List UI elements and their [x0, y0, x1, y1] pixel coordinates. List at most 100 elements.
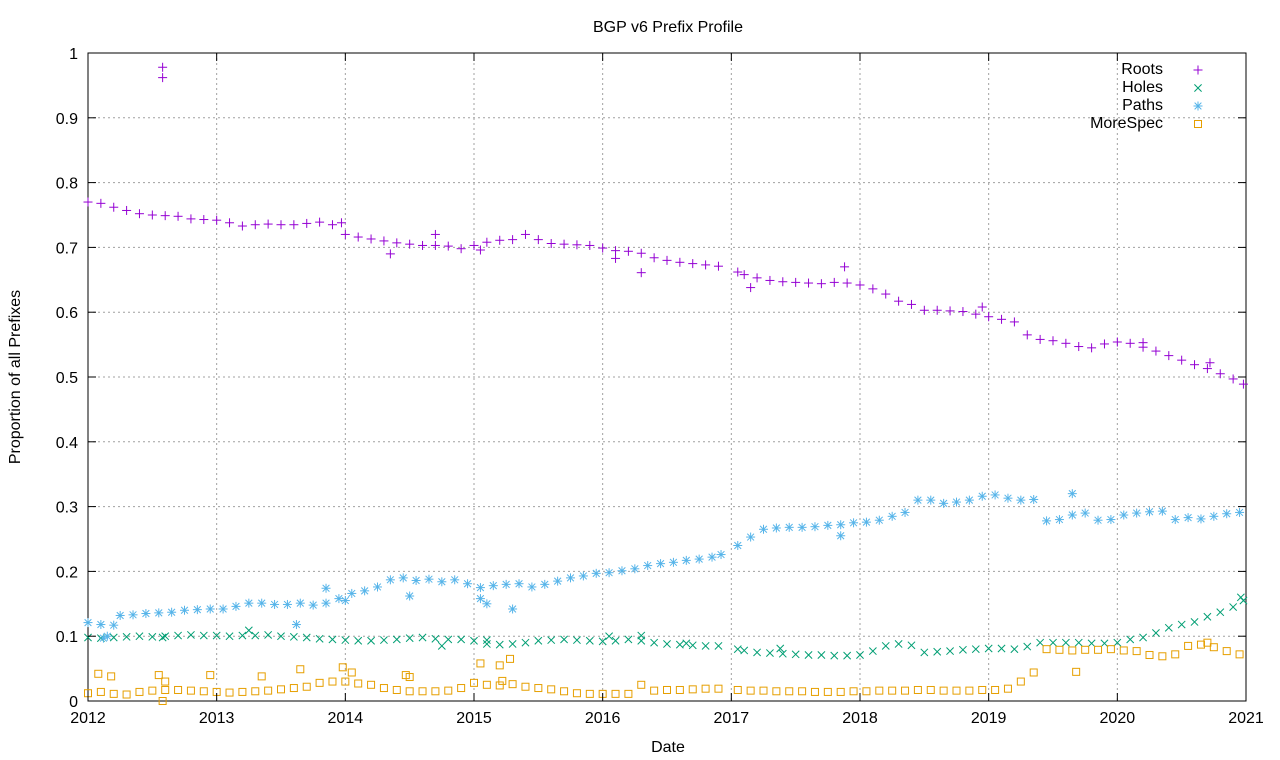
data-point-morespec — [926, 685, 935, 694]
data-point-morespec — [650, 686, 659, 695]
series-holes — [84, 593, 1248, 660]
data-point-holes — [315, 634, 324, 643]
data-point-holes — [611, 636, 620, 645]
data-point-roots — [559, 239, 569, 249]
data-point-paths — [746, 532, 756, 542]
data-point-morespec — [379, 684, 388, 693]
data-point-morespec — [199, 687, 208, 696]
data-point-roots — [906, 299, 916, 309]
data-point-holes — [186, 630, 195, 639]
data-point-morespec — [206, 671, 215, 680]
data-point-paths — [360, 586, 370, 596]
data-point-holes — [1049, 638, 1057, 647]
data-point-holes — [1100, 639, 1109, 648]
data-point-morespec — [277, 685, 285, 694]
data-point-roots — [1074, 342, 1084, 352]
data-point-holes — [778, 649, 787, 658]
data-point-holes — [585, 636, 594, 645]
y-tick-label: 0.3 — [56, 500, 78, 517]
data-point-morespec — [862, 687, 871, 696]
data-point-holes — [637, 631, 646, 640]
data-point-roots — [212, 215, 222, 225]
data-point-holes — [907, 641, 916, 650]
data-point-paths — [887, 511, 897, 521]
data-point-roots — [158, 73, 168, 83]
data-point-holes — [109, 633, 118, 642]
data-point-roots — [1151, 346, 1161, 356]
data-point-paths — [1067, 510, 1077, 520]
data-point-roots — [109, 202, 119, 212]
data-point-paths — [836, 520, 846, 530]
data-point-holes — [804, 651, 813, 659]
data-point-morespec — [109, 689, 118, 698]
data-point-roots — [958, 307, 968, 317]
data-point-morespec — [328, 677, 337, 686]
data-point-morespec — [849, 687, 858, 696]
series-morespec — [84, 638, 1244, 705]
data-point-holes — [868, 647, 877, 656]
data-point-holes — [714, 641, 723, 650]
data-point-roots — [469, 240, 479, 250]
data-point-holes — [881, 641, 890, 650]
data-point-holes — [740, 646, 749, 655]
data-point-roots — [1099, 339, 1109, 349]
data-point-roots — [977, 302, 987, 312]
data-point-paths — [617, 566, 627, 576]
data-point-roots — [418, 240, 428, 250]
data-point-roots — [263, 219, 273, 229]
data-point-holes — [650, 638, 659, 647]
data-point-morespec — [772, 687, 781, 696]
data-point-paths — [282, 599, 292, 609]
data-point-roots — [739, 270, 749, 280]
x-tick-label: 2018 — [842, 710, 878, 727]
data-point-roots — [405, 239, 415, 249]
data-point-roots — [713, 261, 723, 271]
data-point-morespec — [965, 686, 974, 695]
x-tick-label: 2016 — [585, 710, 621, 727]
data-point-holes — [277, 632, 285, 641]
legend-marker-holes — [1194, 84, 1202, 92]
data-point-paths — [508, 604, 518, 614]
data-point-morespec — [611, 689, 620, 698]
data-point-morespec — [238, 687, 247, 696]
data-point-paths — [398, 573, 408, 583]
data-point-roots — [122, 205, 132, 215]
data-point-roots — [598, 243, 608, 253]
data-point-roots — [392, 238, 402, 248]
data-point-roots — [840, 262, 850, 272]
data-point-morespec — [1132, 647, 1141, 656]
data-point-roots — [199, 215, 209, 225]
data-point-paths — [514, 579, 524, 589]
data-point-morespec — [836, 687, 845, 696]
x-tick-label: 2019 — [971, 710, 1007, 727]
legend-marker-roots — [1193, 65, 1203, 75]
data-point-holes — [688, 641, 697, 650]
y-tick-label: 1 — [69, 46, 78, 63]
data-point-morespec — [418, 687, 427, 696]
data-point-holes — [135, 632, 144, 641]
data-point-roots — [765, 275, 775, 285]
data-point-roots — [83, 197, 93, 207]
data-point-morespec — [135, 687, 144, 696]
data-point-paths — [1003, 493, 1013, 503]
data-point-roots — [508, 235, 518, 245]
data-point-morespec — [457, 684, 466, 693]
data-point-paths — [784, 522, 794, 532]
data-point-morespec — [122, 690, 131, 699]
data-point-morespec — [174, 685, 183, 694]
data-point-paths — [334, 594, 344, 604]
data-point-morespec — [624, 689, 633, 698]
data-point-roots — [336, 218, 346, 228]
data-point-morespec — [1055, 645, 1064, 654]
data-point-paths — [1157, 506, 1167, 516]
data-point-roots — [919, 305, 929, 315]
data-point-holes — [289, 632, 298, 641]
data-point-holes — [328, 635, 337, 644]
data-point-holes — [776, 644, 785, 653]
data-point-morespec — [1145, 650, 1154, 659]
data-point-holes — [624, 635, 633, 644]
data-point-roots — [932, 305, 942, 315]
data-point-paths — [450, 575, 460, 585]
data-point-paths — [977, 491, 987, 501]
data-point-paths — [424, 574, 434, 584]
